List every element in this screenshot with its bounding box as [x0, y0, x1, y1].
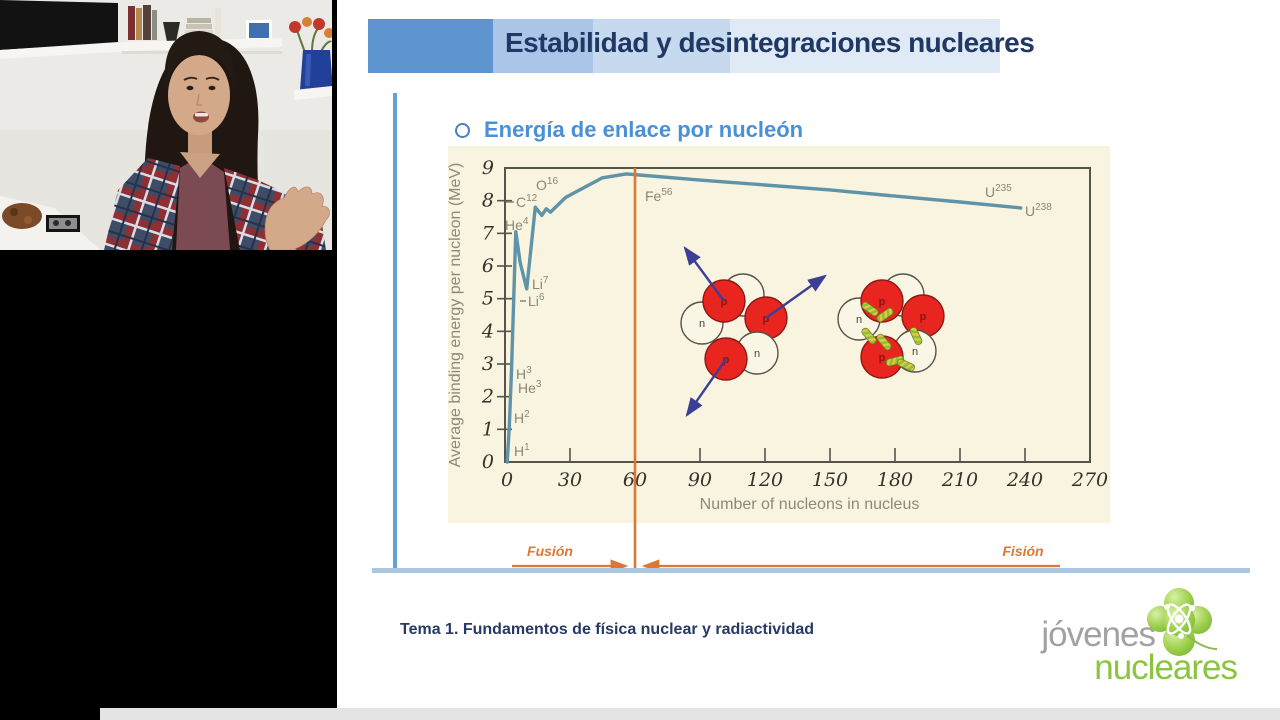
svg-text:240: 240: [1006, 469, 1043, 491]
svg-text:8: 8: [482, 190, 494, 212]
section-heading: Energía de enlace por nucleón: [484, 117, 804, 142]
svg-text:270: 270: [1071, 469, 1108, 491]
atom-clover-icon: [1147, 588, 1218, 656]
svg-text:3: 3: [482, 353, 494, 375]
svg-text:Fisión: Fisión: [1002, 543, 1043, 559]
svg-text:p: p: [879, 296, 886, 308]
svg-text:150: 150: [812, 469, 848, 491]
flower-vase: [289, 17, 332, 100]
svg-text:9: 9: [482, 157, 494, 179]
svg-text:30: 30: [558, 469, 582, 491]
svg-text:n: n: [912, 346, 918, 358]
svg-text:p: p: [721, 296, 728, 308]
svg-text:90: 90: [688, 469, 712, 491]
svg-text:n: n: [856, 314, 862, 326]
svg-text:Average binding energy per nuc: Average binding energy per nucleon (MeV): [448, 163, 464, 468]
jovenes-nucleares-logo: jóvenes nucleares: [1005, 585, 1245, 690]
svg-text:210: 210: [941, 469, 978, 491]
svg-text:Fusión: Fusión: [527, 543, 573, 559]
webcam-video: [0, 0, 332, 250]
svg-text:p: p: [920, 311, 927, 323]
presenter: [104, 31, 330, 250]
bound-nucleus: n p p n p: [837, 273, 945, 379]
banner-block-2: [493, 19, 593, 73]
logo-word1: jóvenes: [1041, 615, 1156, 654]
title-banner: [368, 19, 1000, 73]
svg-text:180: 180: [877, 469, 913, 491]
svg-text:0: 0: [501, 469, 513, 491]
svg-text:n: n: [754, 348, 760, 360]
slide-footer: Tema 1. Fundamentos de física nuclear y …: [400, 621, 815, 638]
svg-text:6: 6: [482, 255, 494, 277]
svg-text:n: n: [699, 318, 705, 330]
svg-text:2: 2: [481, 386, 494, 408]
circle-bullet-icon: [455, 122, 470, 138]
banner-block-4: [730, 19, 1000, 73]
divider-horizontal-line: [372, 568, 1250, 573]
bottom-bar: [100, 708, 1280, 720]
banner-block-1: [368, 19, 493, 73]
svg-text:5: 5: [482, 288, 494, 310]
svg-text:p: p: [879, 352, 886, 364]
banner-block-3: [593, 19, 730, 73]
svg-text:7: 7: [482, 222, 495, 244]
svg-text:4: 4: [481, 320, 494, 342]
svg-text:0: 0: [482, 451, 494, 473]
svg-text:120: 120: [747, 469, 783, 491]
slide-title: Estabilidad y desintegraciones nucleares: [505, 27, 1035, 58]
svg-text:p: p: [763, 313, 770, 325]
logo-word2: nucleares: [1094, 648, 1238, 687]
accent-vertical-line: [393, 93, 397, 573]
desk-objects: [0, 196, 100, 250]
binding-energy-chart: 0 30 60 90 120 150 180 210 240 2700123456789Numbe…: [448, 146, 1110, 573]
svg-text:Number of nucleons in nucleus: Number of nucleons in nucleus: [700, 496, 920, 513]
tv-screen: [0, 0, 130, 59]
section-heading-row: Energía de enlace por nucleón: [455, 117, 803, 143]
svg-text:1: 1: [482, 418, 494, 440]
presentation-slide: Estabilidad y desintegraciones nucleares…: [337, 0, 1280, 708]
